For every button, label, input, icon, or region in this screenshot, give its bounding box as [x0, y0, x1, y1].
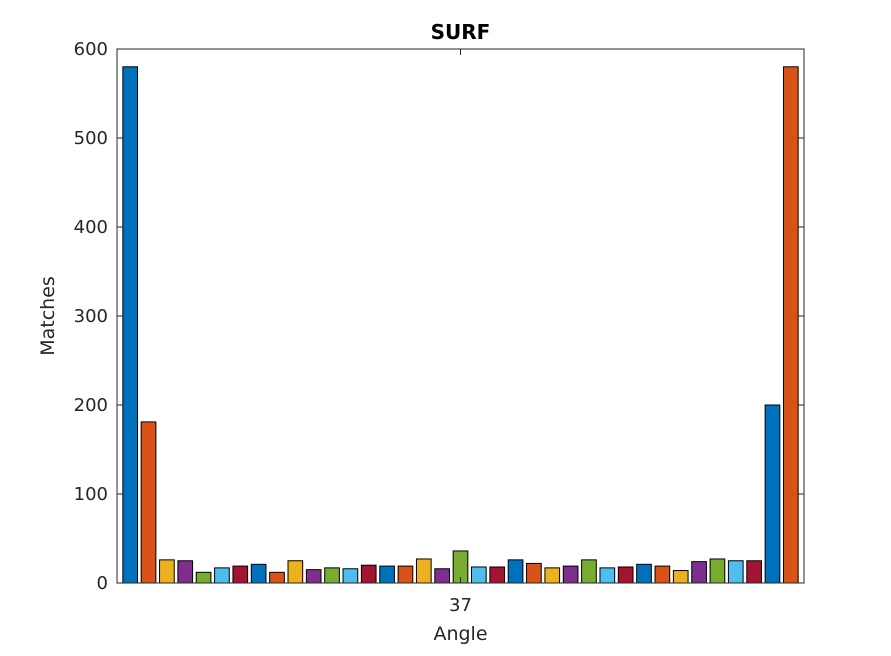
bar-20: [471, 566, 487, 584]
bar-6: [214, 567, 230, 584]
bar-31: [672, 570, 689, 584]
y-tick-label: 600: [74, 39, 108, 60]
bar-11: [305, 569, 322, 584]
bar-26: [581, 559, 597, 584]
y-tick-label: 0: [97, 573, 108, 594]
bar-17: [415, 558, 432, 584]
y-tick-label: 400: [74, 217, 108, 238]
y-tick-label: 500: [74, 128, 108, 149]
bar-10: [287, 560, 304, 584]
bar-35: [746, 560, 762, 584]
bar-30: [654, 565, 671, 584]
plot-frame: [116, 48, 805, 584]
x-axis-label: Angle: [433, 623, 487, 645]
bar-series: [122, 66, 799, 584]
bar-4: [177, 560, 194, 584]
bar-9: [269, 571, 285, 584]
y-tick-label: 100: [74, 484, 108, 505]
bar-13: [342, 568, 359, 584]
plot-area: [117, 49, 804, 583]
bar-18: [434, 568, 450, 584]
bar-8: [250, 563, 267, 584]
bar-1: [122, 66, 139, 584]
bar-7: [232, 565, 249, 584]
bar-3: [159, 559, 175, 584]
y-tick-label: 300: [74, 306, 108, 327]
bar-27: [599, 567, 616, 584]
y-tick-label: 200: [74, 395, 108, 416]
chart-title: SURF: [431, 20, 491, 44]
bar-32: [691, 561, 707, 584]
bar-34: [727, 560, 744, 584]
bar-22: [507, 559, 524, 584]
bar-23: [526, 562, 542, 584]
bar-15: [379, 565, 395, 584]
bar-16: [397, 565, 414, 584]
bar-12: [324, 567, 340, 584]
bar-28: [617, 566, 634, 584]
bar-2: [140, 421, 157, 584]
bar-21: [489, 566, 506, 584]
bar-33: [709, 558, 726, 584]
y-axis-label: Matches: [37, 276, 59, 356]
y-axis-ticks: 0 100 200 300 400 500 600: [74, 39, 804, 594]
bar-5: [195, 571, 212, 584]
bar-25: [562, 565, 579, 584]
bar-36: [764, 404, 781, 584]
x-tick-label: 37: [449, 595, 472, 616]
x-axis-ticks: 37: [449, 49, 472, 616]
bar-24: [544, 567, 561, 584]
bar-37: [782, 66, 799, 584]
bar-14: [360, 564, 377, 584]
bar-29: [636, 563, 652, 584]
